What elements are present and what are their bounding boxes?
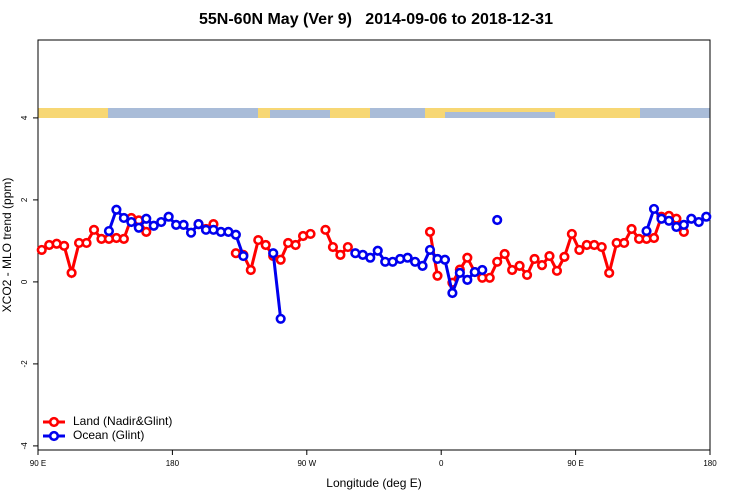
data-point <box>462 274 473 285</box>
data-point <box>529 253 540 265</box>
data-point <box>193 218 204 230</box>
data-point <box>604 267 615 278</box>
data-point <box>320 224 331 235</box>
data-point <box>178 219 189 231</box>
y-tick-label: -4 <box>20 442 29 450</box>
data-point <box>118 233 129 244</box>
data-point <box>81 237 92 249</box>
data-point <box>260 239 271 251</box>
data-point <box>619 237 630 249</box>
x-tick-label: 0 <box>439 459 444 468</box>
data-point <box>447 287 458 299</box>
data-point <box>88 224 100 235</box>
x-tick-label: 90 E <box>30 459 46 468</box>
x-tick-label: 180 <box>703 459 717 468</box>
data-point <box>327 241 339 253</box>
plot-frame <box>37 39 711 451</box>
legend-label: Land (Nadir&Glint) <box>73 414 172 428</box>
data-point <box>36 244 47 256</box>
y-tick-label: 0 <box>20 279 29 284</box>
data-point <box>111 204 122 215</box>
data-point <box>268 248 279 259</box>
data-point <box>559 251 570 262</box>
map-ocean <box>108 108 258 118</box>
data-point <box>245 264 256 276</box>
data-point <box>566 228 577 240</box>
data-point <box>462 252 473 263</box>
map-ocean <box>640 108 710 118</box>
y-tick-label: 4 <box>20 115 29 120</box>
data-point <box>133 222 144 233</box>
data-point <box>148 220 159 231</box>
data-point <box>648 232 660 244</box>
data-point <box>432 270 443 281</box>
data-point <box>439 254 451 265</box>
data-point <box>417 260 428 272</box>
data-point <box>163 211 174 222</box>
data-point <box>514 260 525 272</box>
map-ocean <box>270 110 330 118</box>
data-point <box>126 216 137 228</box>
x-axis-title: Longitude (deg E) <box>326 476 421 490</box>
chart-title: 55N-60N May (Ver 9) 2014-09-06 to 2018-1… <box>199 11 553 28</box>
data-point <box>641 225 652 237</box>
legend-marker <box>48 416 60 428</box>
data-point <box>424 226 436 237</box>
data-point <box>536 259 548 271</box>
data-point <box>492 214 503 226</box>
data-point <box>551 265 563 276</box>
data-point <box>424 244 436 256</box>
y-axis-title: XCO2 - MLO trend (ppm) <box>0 178 14 313</box>
data-point <box>701 211 712 222</box>
map-ocean <box>445 112 555 118</box>
data-point <box>507 264 518 276</box>
data-point <box>118 212 129 224</box>
data-point <box>238 250 249 262</box>
data-point <box>342 241 353 253</box>
data-point <box>230 229 241 240</box>
data-point <box>185 227 197 238</box>
y-tick-label: -2 <box>20 360 29 368</box>
x-tick-label: 180 <box>166 459 180 468</box>
data-point <box>402 252 413 263</box>
data-point <box>335 249 346 260</box>
data-point <box>141 213 152 224</box>
map-strip <box>38 108 710 118</box>
data-point <box>596 241 607 253</box>
data-point <box>477 264 488 276</box>
data-point <box>141 226 152 237</box>
data-point <box>305 228 316 240</box>
legend-label: Ocean (Glint) <box>73 428 144 442</box>
data-point <box>372 245 383 256</box>
map-ocean <box>370 108 425 118</box>
y-tick-label: 2 <box>20 197 29 202</box>
data-point <box>693 216 704 228</box>
data-point <box>521 269 533 281</box>
data-point <box>253 234 264 246</box>
data-point <box>365 252 376 263</box>
data-point <box>574 244 585 256</box>
data-point <box>499 248 510 260</box>
data-point <box>156 216 167 228</box>
data-point <box>454 267 465 278</box>
data-point <box>492 256 503 267</box>
data-point <box>648 203 660 215</box>
data-point <box>409 256 421 267</box>
data-point <box>66 267 77 278</box>
legend-marker <box>48 430 60 442</box>
data-point <box>59 240 70 251</box>
data-point <box>275 254 286 265</box>
data-point <box>103 225 115 237</box>
data-point <box>678 219 689 231</box>
data-point <box>544 250 555 262</box>
data-point <box>663 215 675 226</box>
data-point <box>275 313 286 324</box>
data-point <box>484 272 495 283</box>
x-tick-label: 90 W <box>297 459 316 468</box>
data-point <box>290 239 301 251</box>
x-tick-label: 90 E <box>567 459 583 468</box>
data-point <box>626 223 637 235</box>
